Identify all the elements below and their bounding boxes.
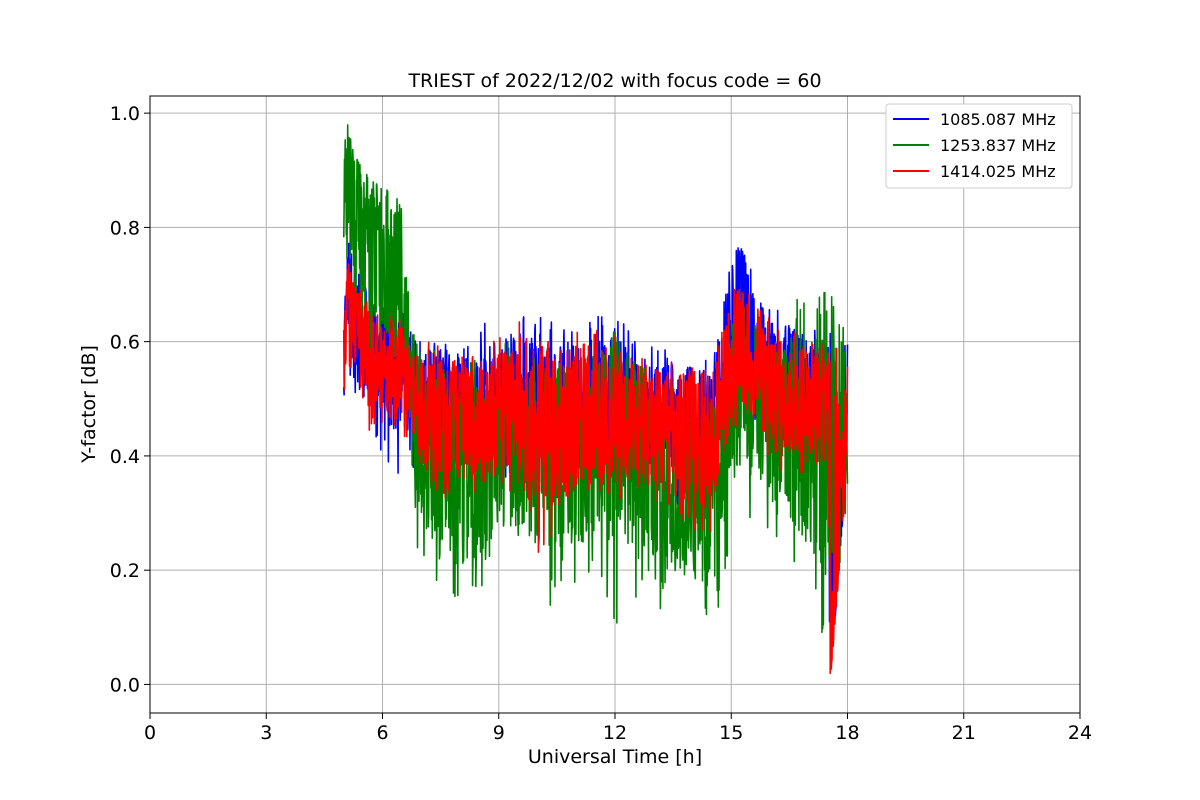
y-tick-label: 0.0 [110, 674, 140, 696]
series-layer [342, 124, 849, 675]
x-tick-label: 12 [603, 722, 627, 744]
legend-label-1085: 1085.087 MHz [940, 110, 1056, 129]
y-tick-label: 1.0 [110, 103, 140, 125]
legend-box [885, 103, 1073, 189]
legend: 1085.087 MHz 1253.837 MHz 1414.025 MHz [885, 103, 1073, 189]
x-axis-label: Universal Time [h] [528, 746, 702, 768]
x-tick-label: 6 [376, 722, 388, 744]
x-tick-label: 3 [260, 722, 272, 744]
x-tick-label: 15 [719, 722, 743, 744]
x-tick-label: 18 [835, 722, 859, 744]
x-tick-label: 0 [144, 722, 156, 744]
series-line-2 [342, 263, 849, 675]
y-tick-label: 0.4 [110, 446, 140, 468]
legend-label-1414: 1414.025 MHz [940, 162, 1056, 181]
chart-title: TRIEST of 2022/12/02 with focus code = 6… [407, 70, 821, 92]
legend-label-1253: 1253.837 MHz [940, 136, 1056, 155]
x-tick-label: 24 [1068, 722, 1092, 744]
y-axis-label: Y-factor [dB] [78, 345, 100, 464]
y-tick-label: 0.6 [110, 332, 140, 354]
x-tick-label: 21 [952, 722, 976, 744]
y-tick-label: 0.8 [110, 217, 140, 239]
x-tick-label: 9 [493, 722, 505, 744]
y-tick-label: 0.2 [110, 560, 140, 582]
ticks: 0 3 6 9 12 15 18 21 24 0.0 0.2 0.4 0.6 0.8 1.0 [110, 103, 1092, 744]
